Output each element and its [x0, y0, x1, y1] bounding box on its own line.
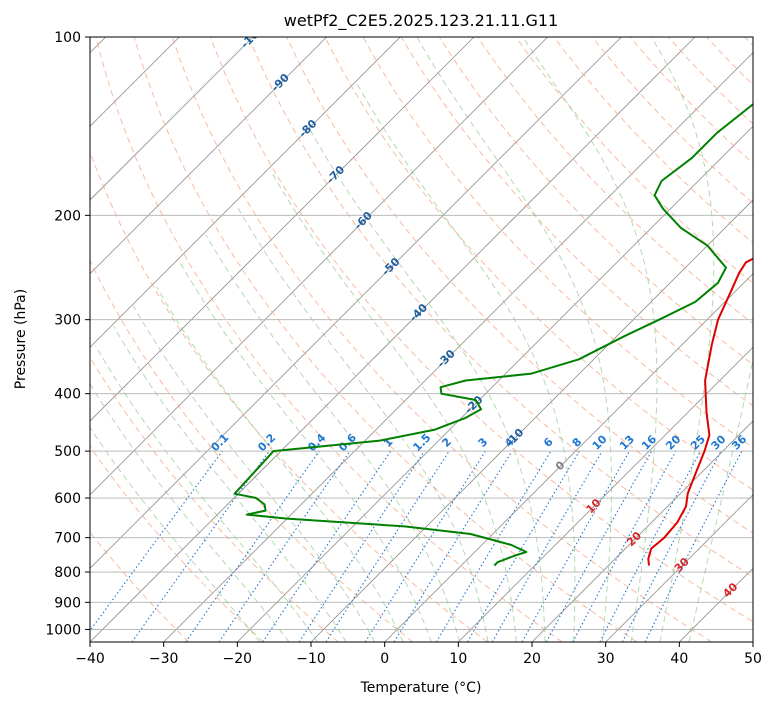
x-axis: −40 −30 −20 −10 0 10 20 30 40 50: [75, 642, 762, 667]
dry-adiabat-line: [95, 37, 563, 642]
moist-adiabat-line: [90, 382, 290, 642]
mixing-ratio-line: [131, 450, 270, 642]
isotherm-line: [458, 346, 753, 642]
mixing-ratio-line: [491, 450, 603, 642]
isotherm-line: [384, 273, 753, 642]
isotherm-line: [90, 37, 327, 275]
mixing-ratio-line: [325, 450, 450, 642]
moist-adiabat-line: [310, 130, 546, 642]
dry-adiabat-line: [171, 37, 712, 642]
y-axis: 100 200 300 400 500 600 700 800 900 1000: [45, 30, 90, 638]
moist-adiabat-line: [179, 262, 432, 642]
moist-adiabat-line: [132, 305, 376, 642]
mixing-ratio-line: [572, 450, 677, 642]
moist-adiabat-line: [416, 37, 612, 642]
moist-adiabat-line: [270, 170, 517, 642]
moist-adiabat-line: [205, 234, 461, 642]
isotherm-line: [605, 494, 753, 642]
dewpoint-line: [233, 103, 753, 567]
x-tick-label: 30: [597, 651, 615, 667]
x-tick-label: 0: [380, 651, 389, 667]
y-tick-label: 900: [54, 595, 81, 611]
dry-adiabat-line: [248, 37, 753, 578]
dry-adiabat-line: [591, 37, 753, 204]
dry-adiabat-line: [515, 37, 753, 284]
x-tick-label: 40: [670, 651, 688, 667]
y-tick-label: 1000: [45, 622, 81, 638]
x-tick-label: 10: [449, 651, 467, 667]
y-tick-label: 300: [54, 313, 81, 329]
isotherm-line: [163, 52, 753, 642]
sounding-series: [233, 103, 753, 567]
y-tick-label: 500: [54, 444, 81, 460]
isotherm-line: [531, 420, 753, 642]
pressure-grid: [90, 37, 753, 630]
moist-adiabat-line: [95, 345, 319, 642]
y-tick-label: 200: [54, 208, 81, 224]
dry-adiabat-line: [477, 37, 753, 325]
x-tick-label: −40: [75, 651, 105, 667]
moist-adiabat-line: [356, 83, 576, 642]
dry-adiabat-line: [324, 37, 753, 491]
x-tick-label: −10: [296, 651, 326, 667]
mixing-ratio-line: [185, 450, 320, 642]
mixing-ratio-line: [393, 450, 513, 642]
dry-adiabat-line: [210, 37, 753, 623]
isotherm-line: [237, 125, 753, 642]
mixing-ratio-lines: [90, 450, 743, 642]
y-tick-label: 800: [54, 565, 81, 581]
x-tick-label: −20: [223, 651, 253, 667]
temperature-line: [647, 257, 753, 566]
plot-area: 0.10.20.40.611.52346810131620253036-100-…: [90, 37, 753, 642]
isotherm-line: [90, 37, 475, 422]
mixing-ratio-line: [90, 450, 223, 632]
mixing-ratio-line: [435, 450, 552, 642]
y-tick-label: 700: [54, 531, 81, 547]
mixing-ratio-line: [218, 450, 351, 642]
plot-frame: [89, 36, 754, 643]
x-tick-label: 50: [744, 651, 762, 667]
moist-adiabat-line: [650, 37, 715, 642]
y-tick-label: 100: [54, 30, 81, 46]
isotherm-line: [90, 37, 254, 201]
isotherm-line: [90, 37, 622, 569]
isotherm-line: [90, 37, 548, 496]
moist-adiabat-line: [235, 204, 489, 642]
moist-adiabat-lines: [90, 37, 753, 642]
x-tick-label: −30: [149, 651, 179, 667]
dry-adiabat-line: [90, 445, 264, 642]
mixing-ratio-line: [545, 450, 653, 642]
moist-adiabat-line: [113, 326, 347, 642]
x-axis-label: Temperature (°C): [360, 680, 482, 696]
moist-adiabat-line: [522, 37, 658, 642]
dry-adiabat-line: [90, 259, 414, 642]
mixing-ratio-line: [364, 450, 486, 642]
mixing-ratio-line: [467, 450, 580, 642]
moist-adiabat-line: [156, 286, 404, 642]
y-tick-label: 600: [54, 491, 81, 507]
chart-title: wetPf2_C2E5.2025.123.21.11.G11: [284, 11, 558, 31]
x-tick-label: 20: [523, 651, 541, 667]
isotherm-line: [90, 37, 696, 642]
isotherm-lines: [90, 37, 753, 642]
mixing-ratio-line: [521, 450, 630, 642]
dry-adiabat-line: [362, 37, 753, 449]
dry-adiabat-line: [629, 37, 753, 165]
dry-adiabat-line: [400, 37, 753, 407]
y-tick-label: 400: [54, 387, 81, 403]
moist-adiabat-line: [688, 357, 753, 642]
y-axis-label: Pressure (hPa): [13, 289, 29, 389]
isotherm-line: [90, 37, 401, 348]
